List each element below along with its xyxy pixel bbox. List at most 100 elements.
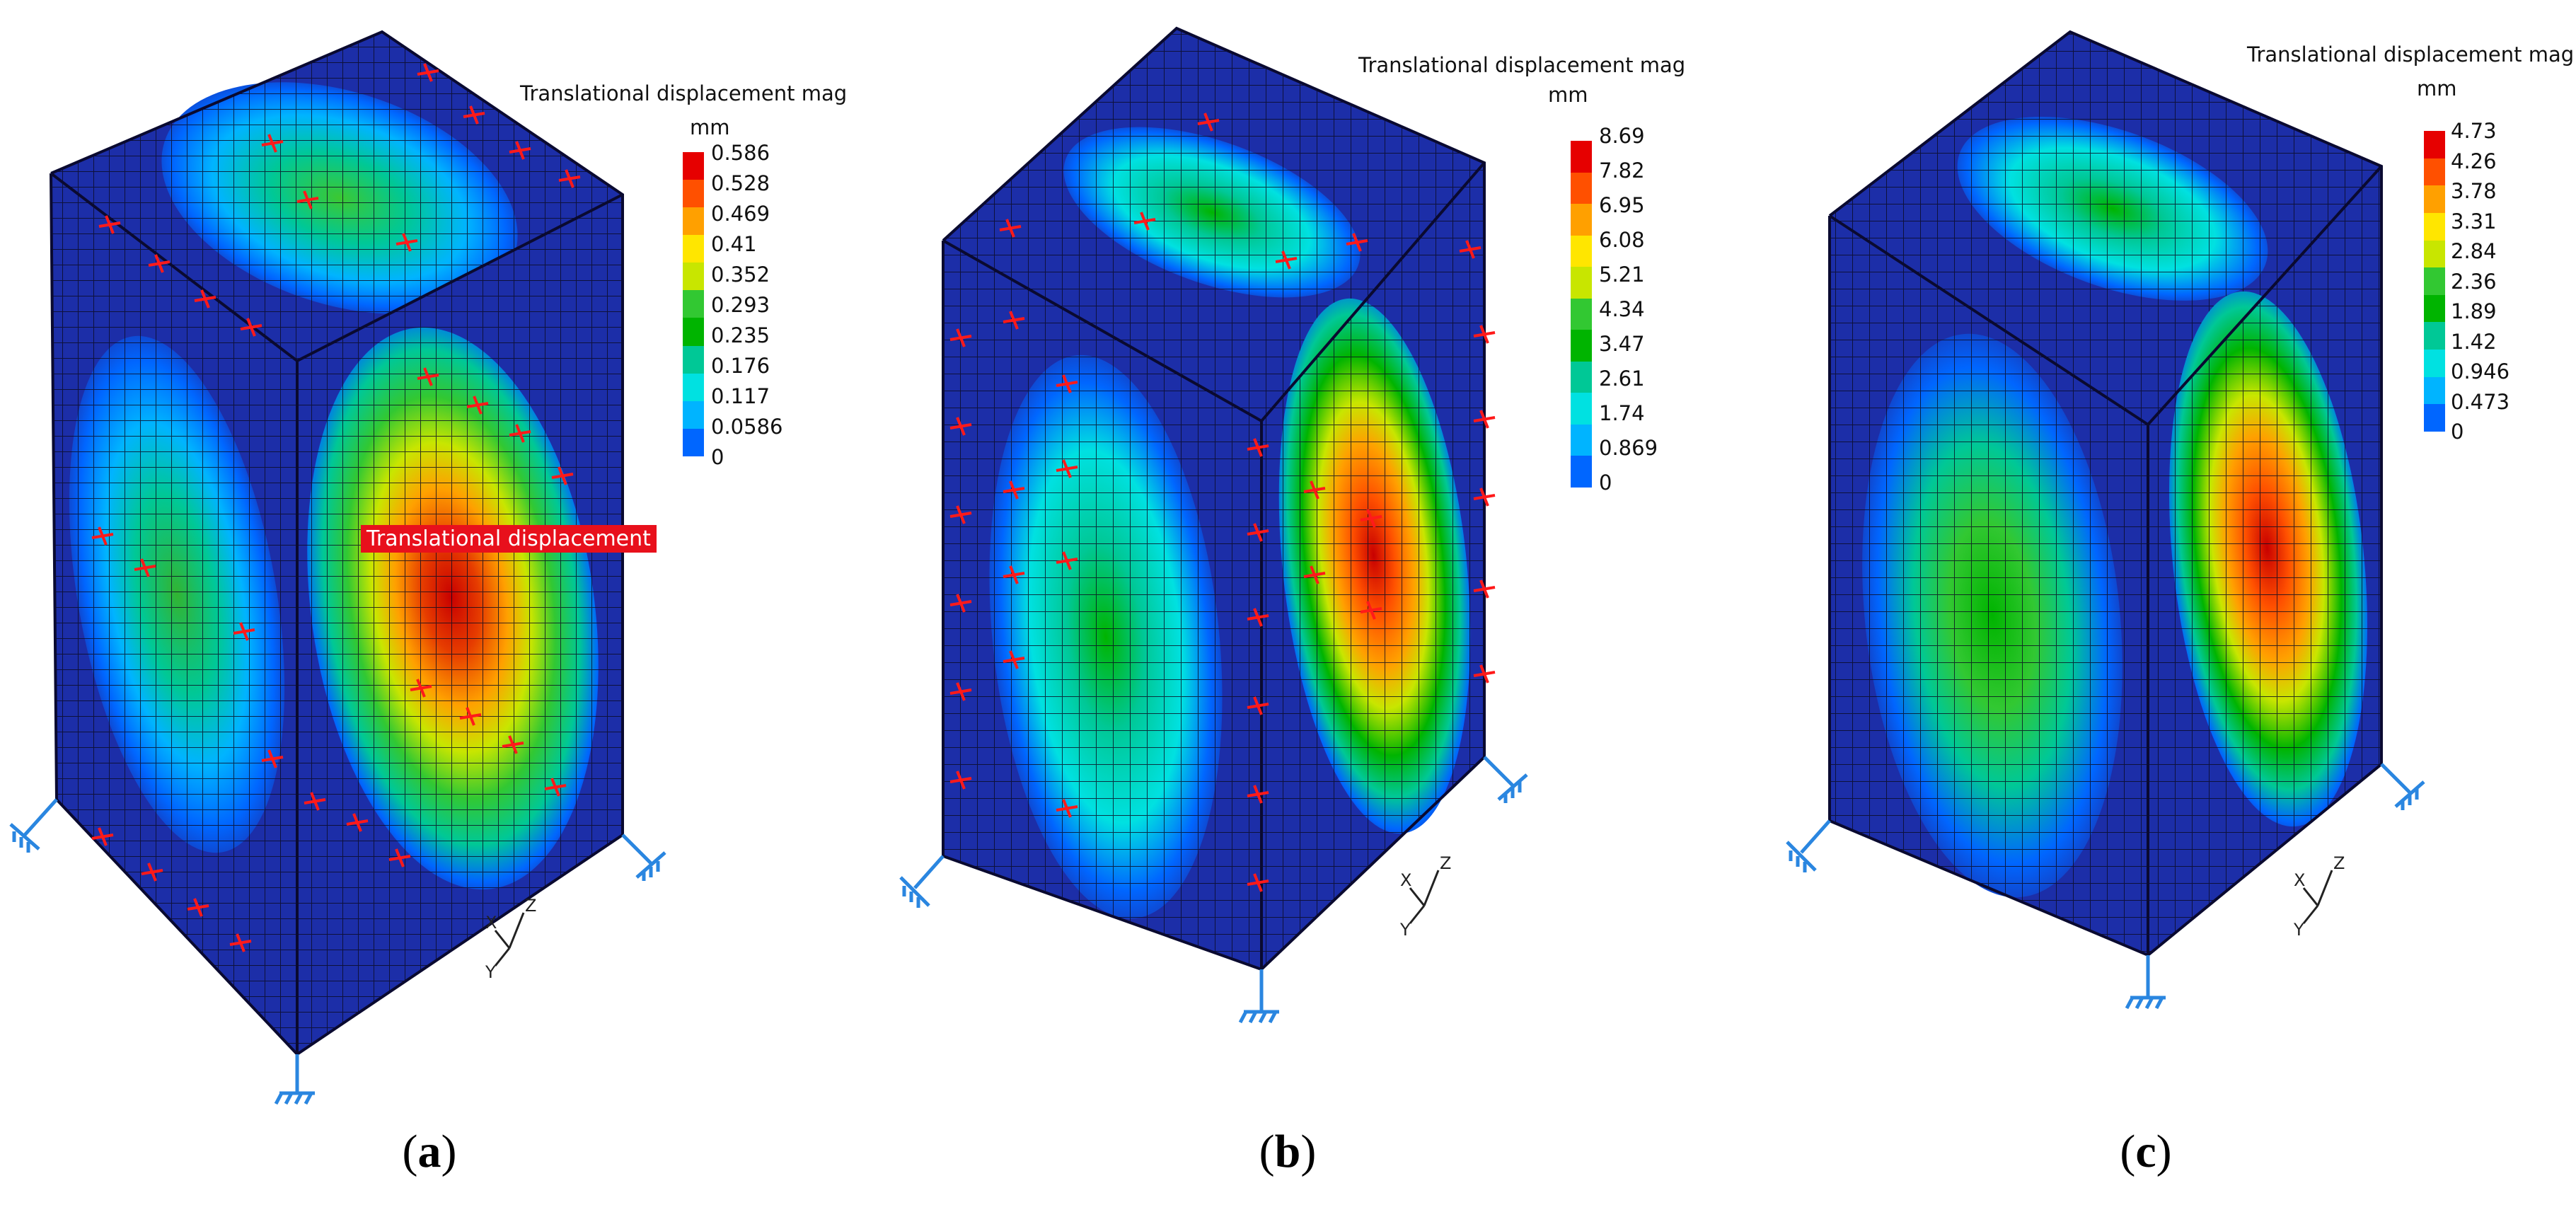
legend-tick-label: 0.117 [711, 384, 770, 408]
legend-tick-label: 0.473 [2451, 389, 2510, 414]
color-scale-segment [2424, 322, 2445, 350]
legend-tick-label: 5.21 [1599, 263, 1645, 287]
legend-tick-label: 6.95 [1599, 193, 1645, 217]
color-scale-segment [1571, 267, 1592, 299]
color-scale-segment [2424, 376, 2445, 405]
color-scale-segment [2424, 158, 2445, 186]
color-scale-segment [683, 152, 704, 180]
color-scale-bar [683, 152, 704, 456]
axis-triad [494, 912, 525, 967]
color-scale-segment [683, 263, 704, 291]
legend-tick-label: 0.869 [1599, 436, 1658, 460]
color-scale-segment [1571, 424, 1592, 456]
color-scale-segment [1571, 361, 1592, 393]
axis-label-x: X [1400, 870, 1411, 890]
color-scale-segment [1571, 330, 1592, 362]
legend-unit: mm [2417, 76, 2457, 100]
legend-tick-label: 3.78 [2451, 179, 2497, 203]
legend-tick-label: 0.235 [711, 323, 770, 347]
color-scale-segment [683, 318, 704, 346]
color-scale-segment [2424, 404, 2445, 432]
color-scale-segment [1571, 456, 1592, 488]
panel-a: Z X Y Translational displacement Transla… [0, 0, 858, 1217]
color-scale-segment [683, 400, 704, 429]
legend-unit: mm [1548, 83, 1588, 107]
color-scale-segment [2424, 294, 2445, 323]
legend-tick-label: 0.352 [711, 263, 770, 287]
legend-title: Translational displacement mag [520, 81, 848, 105]
legend-tick-label: 0.0586 [711, 415, 783, 439]
color-scale-segment [683, 373, 704, 401]
legend-tick-label: 2.61 [1599, 367, 1645, 391]
legend-tick-label: 2.36 [2451, 269, 2497, 294]
legend-tick-label: 0 [711, 445, 724, 469]
legend-tick-label: 4.73 [2451, 119, 2497, 143]
axis-label-z: Z [1440, 853, 1451, 873]
legend-tick-label: 4.26 [2451, 149, 2497, 173]
axis-label-x: X [485, 913, 497, 933]
legend-tick-label: 3.47 [1599, 332, 1645, 356]
caption-c: (c) [2120, 1126, 2172, 1177]
constraint-markers [949, 113, 1496, 892]
panel-c: Z X Y Translational displacement mag mm … [1716, 0, 2575, 1217]
caption-b: (b) [1259, 1126, 1317, 1177]
legend-tick-label: 1.42 [2451, 329, 2497, 354]
legend-tick-label: 0.528 [711, 171, 770, 195]
color-scale-segment [1571, 141, 1592, 173]
fea-model-a: Z X Y [9, 30, 666, 1105]
support-icons [899, 756, 1528, 1024]
color-scale-segment [2424, 212, 2445, 241]
color-scale-bar [1571, 141, 1592, 488]
panel-b: Z X Y Translational displacement mag mm … [858, 0, 1716, 1217]
fea-model-b: Z X Y [899, 26, 1528, 1024]
legend-tick-label: 2.84 [2451, 239, 2497, 263]
color-scale-segment [1571, 235, 1592, 267]
legend-tick-label: 6.08 [1599, 228, 1645, 252]
legend-tick-label: 3.31 [2451, 209, 2497, 233]
caption-a: (a) [402, 1126, 457, 1177]
legend-tick-label: 1.74 [1599, 401, 1645, 425]
color-scale-bar [2424, 131, 2445, 432]
support-icons [1786, 763, 2425, 1010]
legend-tick-label: 7.82 [1599, 158, 1645, 183]
legend-tick-label: 1.89 [2451, 299, 2497, 323]
color-scale-segment [2424, 131, 2445, 158]
axis-label-x: X [2294, 870, 2305, 890]
fea-model-c: Z X Y [1786, 30, 2425, 1010]
color-scale-segment [2424, 267, 2445, 295]
color-scale-segment [683, 345, 704, 374]
probe-tooltip: Translational displacement [361, 525, 657, 553]
legend-tick-label: 0 [1599, 471, 1612, 495]
legend-tick-label: 0.41 [711, 232, 757, 256]
color-scale-segment [2424, 240, 2445, 268]
color-scale-segment [1571, 172, 1592, 204]
legend-tick-label: 0.293 [711, 293, 770, 317]
legend-a: Translational displacement mag mm 0.586 0… [520, 81, 848, 478]
legend-tick-label: 0.469 [711, 202, 770, 226]
color-scale-segment [683, 428, 704, 456]
axis-label-y: Y [485, 962, 496, 982]
legend-title: Translational displacement mag [1358, 53, 1686, 77]
color-scale-segment [1571, 204, 1592, 236]
color-scale-segment [683, 290, 704, 318]
legend-title: Translational displacement mag [2247, 42, 2575, 67]
legend-tick-label: 0 [2451, 420, 2464, 444]
color-scale-segment [1571, 393, 1592, 425]
color-scale-segment [2424, 350, 2445, 377]
color-scale-segment [683, 235, 704, 263]
legend-tick-label: 8.69 [1599, 124, 1645, 148]
legend-tick-label: 0.176 [711, 354, 770, 378]
color-scale-segment [683, 180, 704, 208]
color-scale-segment [1571, 298, 1592, 330]
legend-tick-label: 4.34 [1599, 297, 1645, 321]
axis-label-z: Z [2333, 853, 2345, 873]
legend-tick-label: 0.946 [2451, 359, 2510, 383]
axis-label-y: Y [1399, 920, 1411, 940]
legend-c: Translational displacement mag mm 4.73 4.… [2247, 42, 2575, 467]
axis-label-y: Y [2293, 920, 2304, 940]
legend-unit: mm [690, 115, 730, 139]
color-scale-segment [2424, 185, 2445, 213]
axis-triad [2302, 870, 2333, 924]
axis-label-z: Z [525, 896, 536, 916]
constraint-markers [91, 63, 581, 952]
